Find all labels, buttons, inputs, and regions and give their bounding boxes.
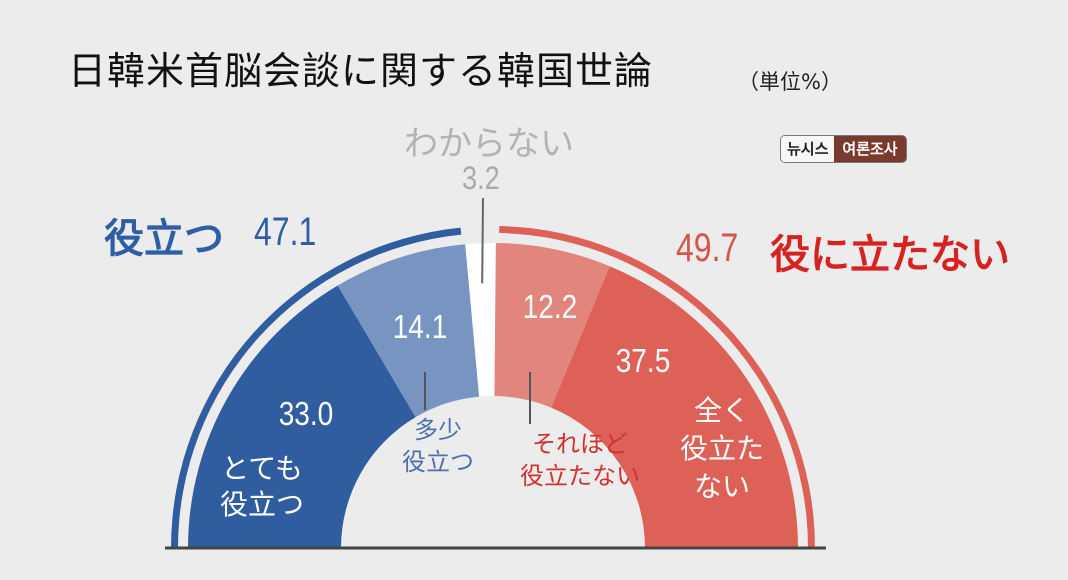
slice-0: [188, 285, 416, 548]
category-label-4-0: 全く: [694, 394, 750, 427]
unknown-group-label: わからない: [404, 124, 574, 164]
value-label-1: 14.1: [393, 309, 448, 346]
value-label-0: 33.0: [279, 396, 334, 433]
unknown-leader-line: [481, 197, 484, 284]
category-label-1-0: 多少: [414, 416, 462, 444]
category-label-3-0: それほど: [532, 430, 628, 458]
source-badge-left: 뉴시스: [781, 136, 835, 162]
category-label-0-1: 役立つ: [220, 488, 304, 521]
source-badge: 뉴시스 여론조사: [780, 135, 907, 163]
value-label-3: 12.2: [523, 289, 578, 326]
slice-1: [337, 244, 480, 418]
category-label-0-0: とても: [221, 452, 303, 485]
unknown-group-value: 3.2: [462, 160, 500, 196]
slice-2: [465, 242, 496, 397]
slice-3: [494, 243, 610, 408]
source-badge-right: 여론조사: [834, 136, 906, 162]
negative-group-label: 役に立たない: [770, 233, 1010, 277]
category-label-4-1: 役立た: [680, 432, 764, 465]
value-label-4: 37.5: [616, 343, 671, 380]
negative-group-value: 49.7: [676, 226, 739, 270]
category-label-4-2: ない: [694, 470, 750, 503]
category-label-1-1: 役立つ: [402, 448, 474, 476]
unit-label: （単位%）: [738, 70, 842, 94]
slice-4: [551, 266, 798, 548]
category-label-3-1: 役立たない: [520, 462, 640, 490]
chart-title: 日韓米首脳会談に関する韓国世論: [68, 49, 654, 93]
positive-group-value: 47.1: [254, 210, 317, 254]
positive-group-label: 役立つ: [104, 217, 224, 261]
